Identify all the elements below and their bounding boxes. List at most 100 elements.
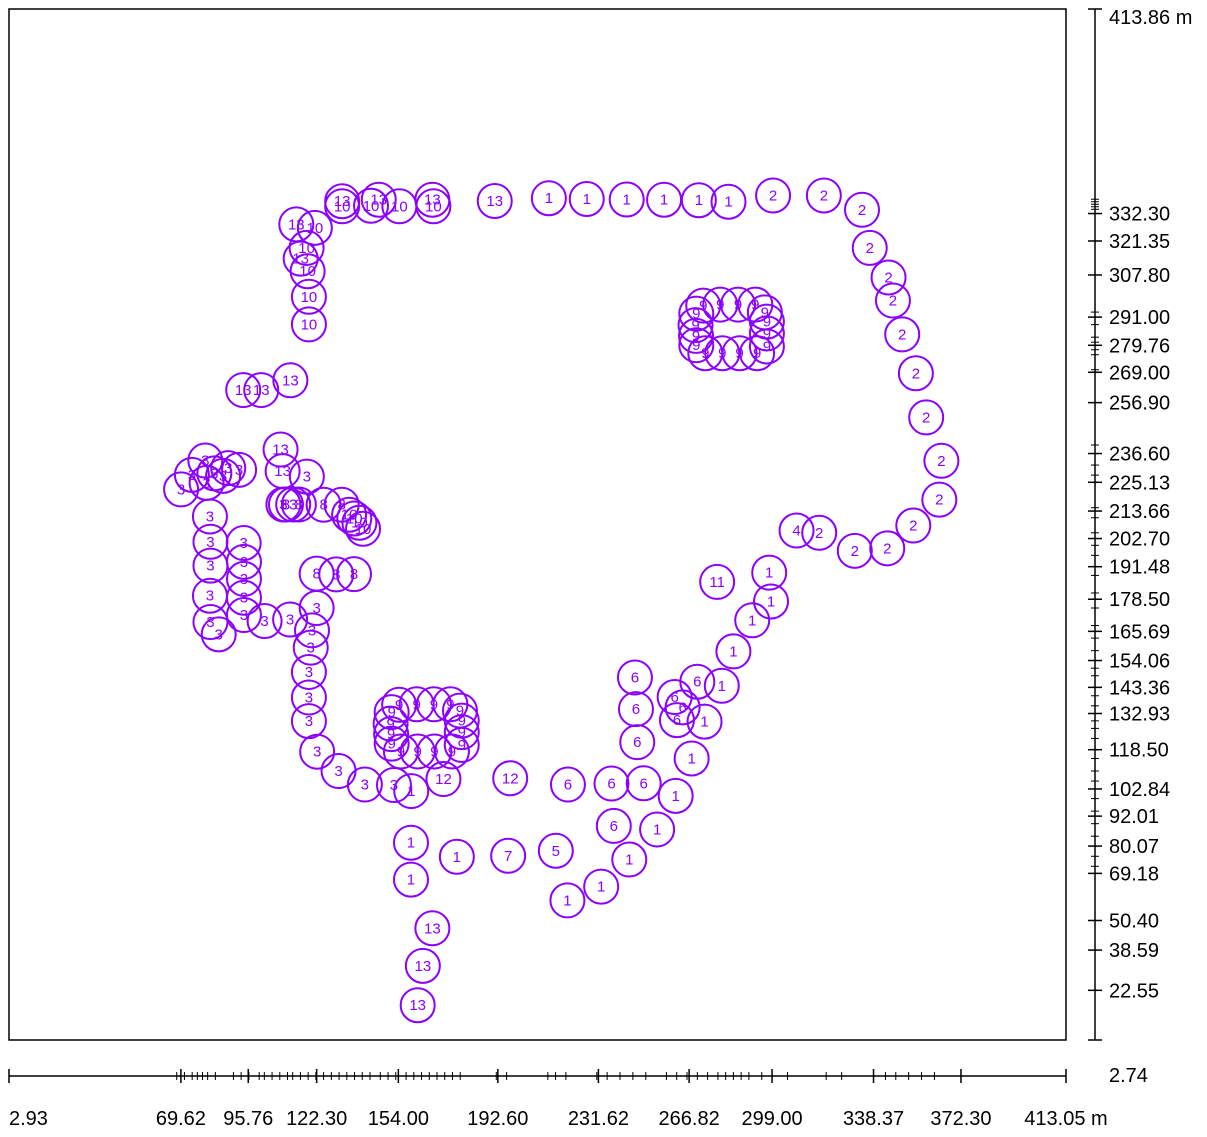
point-marker	[425, 761, 462, 798]
point-label: 2	[820, 187, 828, 204]
point-label: 1	[671, 788, 679, 805]
point-label: 3	[206, 534, 214, 551]
point-marker	[537, 832, 574, 869]
point-label: 3	[279, 496, 287, 513]
data-point: 9	[678, 327, 715, 364]
point-marker	[895, 507, 932, 544]
point-label: 2	[889, 293, 897, 310]
point-marker	[290, 278, 327, 315]
data-point: 13	[476, 182, 513, 219]
point-label: 3	[305, 664, 313, 681]
point-marker	[262, 431, 299, 468]
point-marker	[720, 286, 757, 323]
point-label: 9	[448, 743, 456, 760]
data-point: 13	[404, 947, 441, 984]
y-tick-label: 291.00	[1109, 307, 1170, 329]
data-point: 9	[443, 702, 480, 739]
point-marker	[619, 724, 656, 761]
data-point: 6	[656, 679, 693, 716]
point-label: 3	[303, 469, 311, 486]
point-label: 13	[409, 997, 426, 1014]
y-tick-label: 321.35	[1109, 231, 1170, 253]
point-label: 6	[670, 689, 678, 706]
point-marker	[870, 259, 907, 296]
point-marker	[751, 554, 788, 591]
point-marker	[715, 633, 752, 670]
point-label: 1	[453, 849, 461, 866]
data-point: 3	[290, 653, 327, 690]
point-label: 12	[435, 771, 452, 788]
point-marker	[677, 307, 714, 344]
data-point: 3	[375, 767, 412, 804]
point-marker	[173, 456, 210, 493]
point-marker	[678, 327, 715, 364]
point-label: 1	[625, 852, 633, 869]
point-marker	[373, 694, 410, 731]
x-tick-label: 413.05 m	[1024, 1108, 1107, 1130]
point-marker	[373, 716, 410, 753]
point-label: 9	[458, 724, 466, 741]
data-point: 1	[392, 824, 429, 861]
data-point: 3	[225, 597, 262, 634]
point-marker	[346, 766, 383, 803]
point-marker	[191, 498, 228, 535]
data-point: 13	[272, 362, 309, 399]
point-label: 9	[691, 317, 699, 334]
point-label: 9	[692, 328, 700, 345]
point-marker	[205, 457, 242, 494]
point-label: 10	[301, 289, 318, 306]
data-point: 2	[908, 399, 945, 436]
data-point: 3	[346, 766, 383, 803]
point-label: 9	[692, 306, 700, 323]
point-marker	[305, 486, 342, 523]
point-marker	[492, 760, 529, 797]
data-point: 3	[292, 629, 329, 666]
data-point: 9	[678, 295, 715, 332]
data-point: 1	[393, 773, 430, 810]
data-point: 2	[874, 282, 911, 319]
point-label: 9	[386, 716, 394, 733]
point-marker	[699, 563, 736, 600]
point-label: 13	[424, 192, 441, 209]
point-marker	[656, 679, 693, 716]
y-tick-label: 154.06	[1109, 651, 1170, 673]
point-label: 1	[653, 821, 661, 838]
data-point: 1	[710, 183, 747, 220]
data-point: 1	[657, 777, 694, 814]
point-label: 13	[288, 216, 305, 233]
point-marker	[611, 841, 648, 878]
point-label: 1	[660, 192, 668, 209]
y-tick-label: 38.59	[1109, 940, 1159, 962]
point-marker	[373, 725, 410, 762]
point-label: 2	[884, 269, 892, 286]
data-point: 1	[392, 861, 429, 898]
data-point: 3	[299, 733, 336, 770]
point-marker	[345, 510, 382, 547]
point-label: 3	[305, 713, 313, 730]
x-tick-label: 338.37	[843, 1108, 904, 1130]
data-point: 10	[345, 510, 382, 547]
point-marker	[908, 399, 945, 436]
data-point: 10	[331, 496, 368, 533]
point-label: 1	[563, 892, 571, 909]
y-tick-label: 118.50	[1109, 740, 1169, 762]
point-marker	[298, 555, 335, 592]
point-marker	[200, 616, 237, 653]
data-point: 12	[425, 761, 462, 798]
y-tick-label: 178.50	[1109, 589, 1170, 611]
data-point: 1	[611, 841, 648, 878]
data-point: 9	[677, 307, 714, 344]
data-point: 6	[595, 807, 632, 844]
x-tick-label: 299.00	[741, 1108, 802, 1130]
point-marker	[639, 811, 676, 848]
point-label: 3	[235, 462, 243, 479]
point-label: 13	[274, 463, 291, 480]
point-label: 8	[337, 497, 345, 514]
point-label: 1	[748, 612, 756, 629]
point-label: 5	[552, 843, 560, 860]
point-label: 3	[361, 777, 369, 794]
point-marker	[583, 868, 620, 905]
point-marker	[568, 180, 605, 217]
point-marker	[225, 372, 262, 409]
point-label: 6	[673, 712, 681, 729]
